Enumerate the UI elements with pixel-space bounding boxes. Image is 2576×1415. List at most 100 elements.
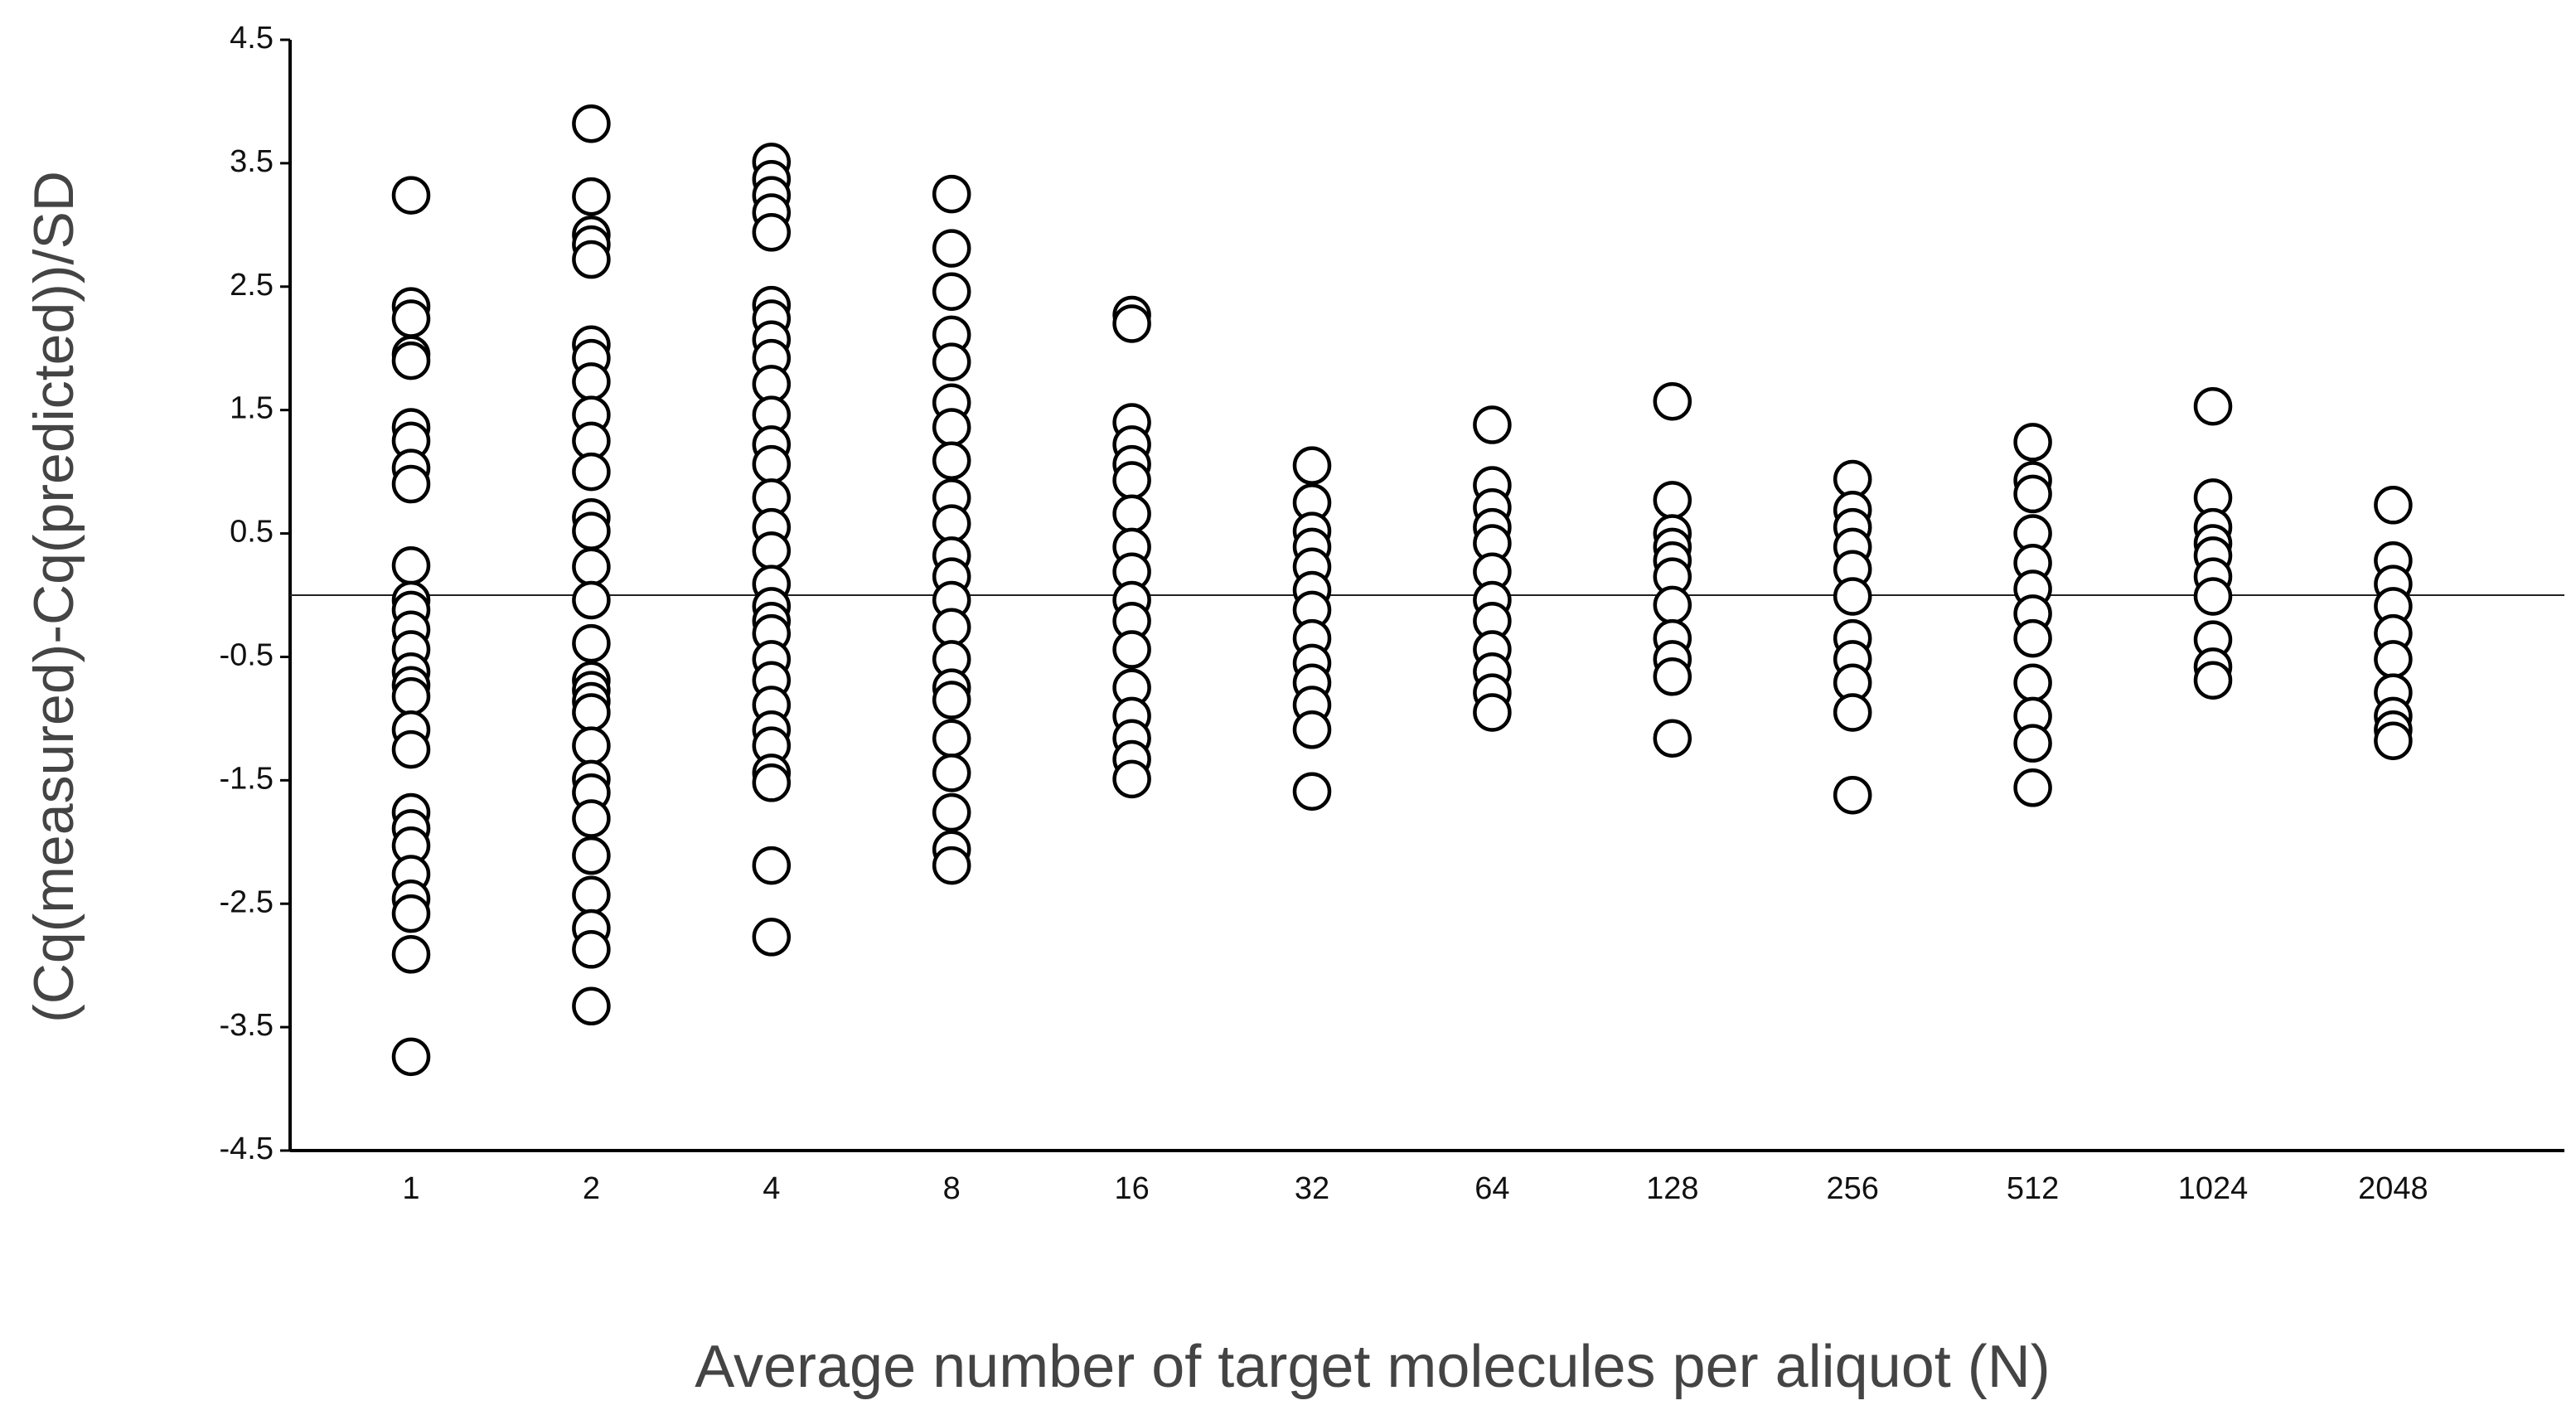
x-tick-label: 1024	[2178, 1171, 2249, 1206]
data-point	[1112, 759, 1151, 799]
data-point	[572, 986, 611, 1026]
data-point	[2374, 486, 2413, 525]
data-point	[391, 676, 431, 716]
data-point	[572, 930, 611, 969]
data-point	[1653, 585, 1692, 625]
data-point	[572, 547, 611, 587]
data-point	[391, 935, 431, 974]
y-tick-label: -3.5	[220, 1008, 274, 1043]
y-tick-label: 4.5	[230, 21, 274, 56]
x-tick-label: 8	[943, 1171, 961, 1206]
x-tick-label: 4	[763, 1171, 780, 1206]
data-point	[572, 511, 611, 550]
data-point	[1653, 719, 1692, 758]
data-point	[752, 918, 792, 957]
data-point	[1292, 772, 1332, 811]
data-point	[932, 681, 971, 720]
data-point	[1473, 693, 1512, 732]
x-tick-label: 512	[2007, 1171, 2059, 1206]
data-point	[572, 693, 611, 732]
data-point	[1833, 775, 1872, 815]
data-point	[1653, 657, 1692, 696]
x-tick-label: 64	[1474, 1171, 1509, 1206]
data-point	[932, 754, 971, 792]
data-point	[932, 846, 971, 885]
data-point	[572, 623, 611, 663]
data-point	[1473, 405, 1512, 444]
data-point	[932, 441, 971, 480]
data-point	[572, 580, 611, 620]
data-point	[391, 464, 431, 504]
data-point	[2013, 724, 2052, 763]
y-tick-label: -4.5	[220, 1132, 274, 1166]
data-point	[2013, 663, 2052, 702]
data-point	[572, 452, 611, 492]
data-point	[1833, 693, 1872, 732]
data-point	[572, 875, 611, 915]
data-point	[391, 341, 431, 380]
x-tick-label: 2048	[2358, 1171, 2428, 1206]
data-point	[572, 104, 611, 143]
data-point	[2374, 721, 2413, 760]
data-point	[932, 272, 971, 311]
y-tick-label: -2.5	[220, 884, 274, 919]
data-point	[391, 176, 431, 215]
data-point	[752, 531, 792, 570]
data-point	[1112, 494, 1151, 533]
y-tick-label: -0.5	[220, 637, 274, 672]
x-tick-label: 1	[402, 1171, 419, 1206]
y-axis-label: (Cq(measured)-Cq(predicted))/SD	[22, 171, 85, 1023]
data-point	[1112, 304, 1151, 343]
data-point	[1292, 710, 1332, 749]
data-point	[932, 174, 971, 214]
data-point	[752, 763, 792, 802]
data-point	[1292, 446, 1332, 485]
data-point	[391, 546, 431, 585]
data-point	[391, 894, 431, 933]
data-point	[572, 177, 611, 216]
y-tick-label: 1.5	[230, 391, 274, 426]
data-point	[1112, 630, 1151, 669]
data-point	[1833, 577, 1872, 616]
data-point	[932, 342, 971, 381]
data-point	[932, 408, 971, 447]
x-tick-label: 32	[1295, 1171, 1329, 1206]
data-point	[2193, 661, 2233, 700]
y-tick-label: 0.5	[230, 515, 274, 550]
data-point	[572, 799, 611, 838]
data-point	[572, 726, 611, 765]
x-axis-label: Average number of target molecules per a…	[695, 1334, 2051, 1400]
y-tick-label: 3.5	[230, 144, 274, 179]
data-point	[1653, 481, 1692, 520]
data-point	[2013, 474, 2052, 514]
data-point	[932, 229, 971, 268]
data-point	[932, 608, 971, 647]
data-point	[932, 792, 971, 832]
data-point	[2193, 386, 2233, 426]
data-point	[2013, 423, 2052, 462]
data-point	[1653, 381, 1692, 421]
y-tick-label: -1.5	[220, 761, 274, 796]
data-point	[2374, 640, 2413, 679]
x-tick-label: 2	[583, 1171, 600, 1206]
x-tick-label: 128	[1646, 1171, 1698, 1206]
x-tick-label: 256	[1826, 1171, 1878, 1206]
data-point	[932, 719, 971, 758]
data-point	[391, 1037, 431, 1077]
y-tick-label: 2.5	[230, 268, 274, 303]
data-point	[2193, 577, 2233, 616]
data-point	[752, 213, 792, 252]
data-point	[572, 240, 611, 279]
data-point	[752, 846, 792, 885]
data-point	[2013, 618, 2052, 658]
data-point	[932, 504, 971, 543]
data-point	[572, 836, 611, 875]
data-point	[2013, 768, 2052, 807]
data-point	[1112, 461, 1151, 500]
data-point	[572, 362, 611, 401]
data-point	[391, 299, 431, 338]
data-point	[391, 729, 431, 769]
x-tick-label: 16	[1114, 1171, 1149, 1206]
data-point	[752, 444, 792, 484]
